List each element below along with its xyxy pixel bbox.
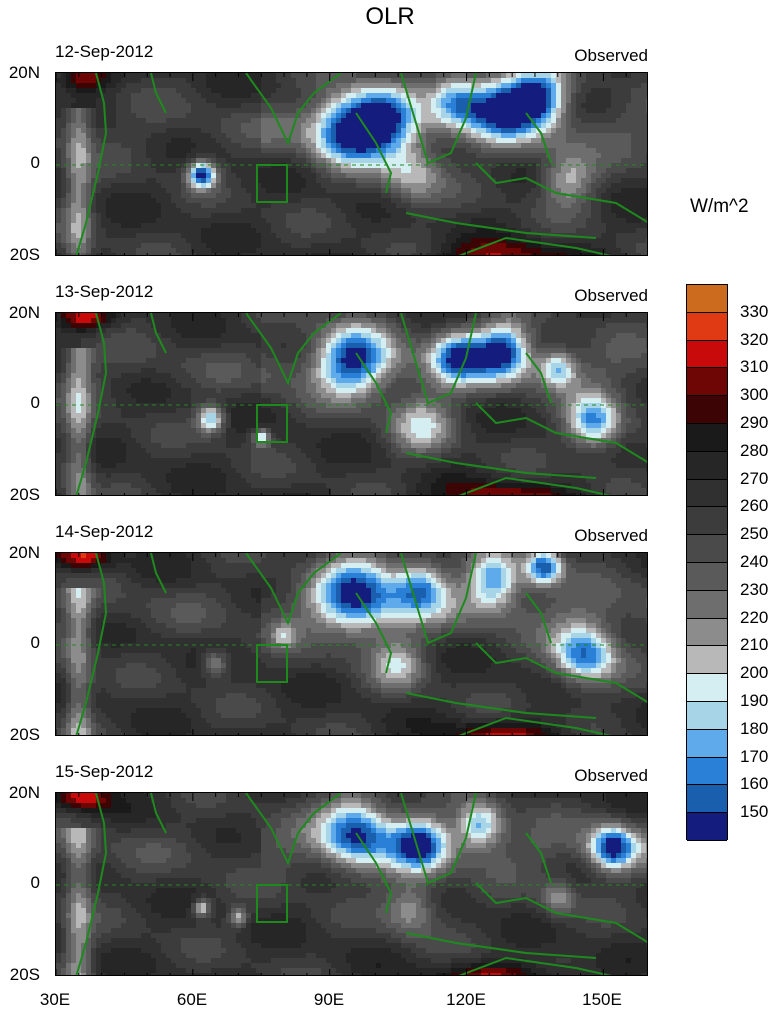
colorbar-label: 210 — [740, 635, 769, 655]
colorbar-swatch — [687, 535, 727, 563]
panel-date-4: 15-Sep-2012 — [55, 762, 154, 781]
colorbar-swatch — [687, 757, 727, 786]
panel-label-1: Observed — [574, 46, 648, 65]
panel-date-1: 12-Sep-2012 — [55, 42, 154, 61]
colorbar-swatch — [687, 590, 727, 619]
y-tick-label: 0 — [30, 633, 40, 652]
colorbar-label: 220 — [740, 607, 769, 627]
colorbar-label: 240 — [740, 552, 769, 571]
colorbar-swatch — [687, 813, 727, 841]
panel-label-2: Observed — [574, 286, 648, 305]
olr-field-3 — [56, 553, 647, 735]
colorbar-swatch — [687, 451, 727, 480]
colorbar-swatch — [687, 285, 727, 313]
y-tick-label: 20N — [8, 63, 40, 82]
colorbar-label: 300 — [740, 385, 769, 405]
olr-field-1 — [56, 73, 647, 255]
colorbar-label: 290 — [740, 413, 769, 432]
colorbar-label: 310 — [740, 357, 769, 377]
panel-date-3: 14-Sep-2012 — [55, 522, 154, 541]
x-tick-label: 90E — [313, 990, 345, 1009]
map-panel-4 — [55, 792, 648, 976]
y-tick-label: 20S — [9, 965, 40, 984]
colorbar-label: 150 — [740, 802, 769, 822]
colorbar-label: 190 — [740, 691, 769, 710]
panel-label-3: Observed — [574, 526, 648, 545]
colorbar-label: 270 — [740, 468, 769, 488]
y-tick-label: 20S — [9, 725, 40, 744]
colorbar-swatch — [687, 312, 727, 341]
colorbar-swatch — [687, 618, 727, 647]
colorbar-swatch — [687, 507, 727, 536]
colorbar-swatch — [687, 674, 727, 702]
colorbar-label: 320 — [740, 329, 769, 349]
colorbar-swatch — [687, 729, 727, 758]
map-panel-1 — [55, 72, 648, 256]
panel-label-4: Observed — [574, 766, 648, 785]
colorbar-swatch — [687, 646, 727, 675]
colorbar-label: 280 — [740, 440, 769, 460]
colorbar-label: 330 — [740, 301, 769, 321]
colorbar-label: 250 — [740, 524, 769, 544]
colorbar — [686, 284, 728, 841]
panel-date-2: 13-Sep-2012 — [55, 282, 154, 301]
x-tick-label: 120E — [446, 990, 486, 1009]
colorbar-swatch — [687, 396, 727, 424]
colorbar-swatch — [687, 562, 727, 591]
map-panel-2 — [55, 312, 648, 496]
x-tick-label: 150E — [582, 990, 622, 1009]
colorbar-swatch — [687, 479, 727, 508]
y-tick-label: 0 — [30, 873, 40, 892]
colorbar-swatch — [687, 701, 727, 730]
x-tick-label: 30E — [39, 990, 71, 1009]
colorbar-label: 200 — [740, 663, 769, 683]
colorbar-swatch — [687, 368, 727, 397]
colorbar-label: 260 — [740, 496, 769, 516]
colorbar-label: 230 — [740, 579, 769, 599]
y-tick-label: 20N — [8, 303, 40, 322]
x-tick-label: 60E — [176, 990, 208, 1009]
y-tick-label: 20S — [9, 485, 40, 504]
colorbar-swatch — [687, 423, 727, 452]
y-tick-label: 20N — [8, 543, 40, 562]
y-tick-label: 20S — [9, 245, 40, 264]
olr-field-4 — [56, 793, 647, 975]
y-tick-label: 20N — [8, 783, 40, 802]
y-tick-label: 0 — [30, 153, 40, 172]
map-panel-3 — [55, 552, 648, 736]
colorbar-label: 170 — [740, 746, 769, 766]
colorbar-swatch — [687, 340, 727, 369]
colorbar-label: 160 — [740, 774, 769, 794]
olr-field-2 — [56, 313, 647, 495]
colorbar-label: 180 — [740, 718, 769, 738]
chart-title: OLR — [365, 3, 415, 30]
colorbar-swatch — [687, 785, 727, 814]
units-label: W/m^2 — [690, 196, 749, 217]
y-tick-label: 0 — [30, 393, 40, 412]
